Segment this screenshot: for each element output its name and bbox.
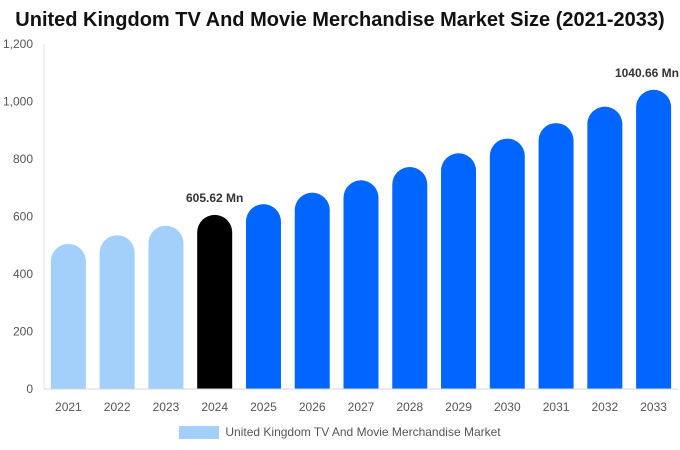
- y-tick-label: 400: [13, 267, 33, 281]
- x-tick-label: 2033: [640, 400, 667, 414]
- x-tick-label: 2030: [494, 400, 521, 414]
- data-label-2033: 1040.66 Mn: [615, 66, 679, 80]
- bars: [50, 89, 672, 390]
- x-tick-label: 2028: [396, 400, 423, 414]
- x-tick-label: 2027: [348, 400, 375, 414]
- x-tick-label: 2025: [250, 400, 277, 414]
- bar-2028[interactable]: [392, 167, 428, 389]
- legend[interactable]: United Kingdom TV And Movie Merchandise …: [0, 425, 680, 439]
- x-tick-label: 2031: [543, 400, 570, 414]
- legend-swatch: [179, 425, 220, 439]
- bar-2022[interactable]: [99, 235, 135, 389]
- bar-2033[interactable]: [636, 89, 672, 390]
- y-tick-label: 0: [26, 382, 33, 396]
- y-tick-label: 1,200: [3, 37, 33, 51]
- y-tick-label: 200: [13, 325, 33, 339]
- bar-2029[interactable]: [441, 153, 477, 389]
- data-label-2024: 605.62 Mn: [186, 191, 243, 205]
- bar-2026[interactable]: [294, 192, 330, 389]
- x-tick-label: 2021: [55, 400, 82, 414]
- y-tick-label: 600: [13, 210, 33, 224]
- x-tick-label: 2023: [153, 400, 180, 414]
- legend-label: United Kingdom TV And Movie Merchandise …: [225, 425, 501, 439]
- x-tick-label: 2022: [104, 400, 131, 414]
- bar-2032[interactable]: [587, 106, 623, 390]
- data-labels: 605.62 Mn 1040.66 Mn: [186, 66, 679, 205]
- bar-2027[interactable]: [343, 180, 379, 389]
- x-axis: 2021 2022 2023 2024 2025 2026 2027 2028 2029 2030…: [44, 388, 678, 414]
- x-tick-label: 2029: [445, 400, 472, 414]
- bar-2025[interactable]: [245, 204, 281, 389]
- y-axis: 0 200 400 600 800 1,000 1,200: [3, 37, 45, 396]
- y-tick-label: 800: [13, 152, 33, 166]
- bar-2031[interactable]: [538, 123, 574, 389]
- x-tick-label: 2026: [299, 400, 326, 414]
- y-tick-label: 1,000: [3, 95, 33, 109]
- bar-2024[interactable]: [197, 214, 233, 389]
- x-tick-label: 2024: [201, 400, 228, 414]
- bar-2023[interactable]: [148, 225, 184, 389]
- x-tick-label: 2032: [591, 400, 618, 414]
- bar-2030[interactable]: [489, 138, 525, 389]
- chart-title: United Kingdom TV And Movie Merchandise …: [15, 9, 665, 31]
- bar-2021[interactable]: [50, 243, 86, 389]
